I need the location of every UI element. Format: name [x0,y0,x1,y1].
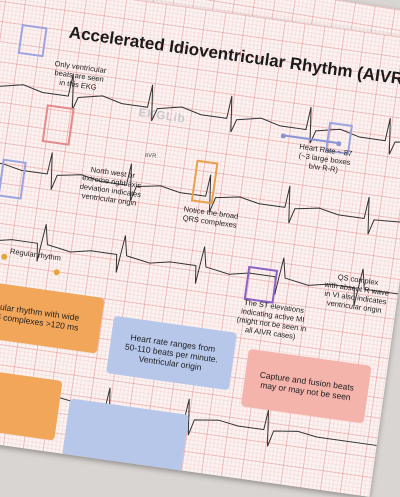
ecg-trace-row-2 [0,141,400,235]
box-regular-wide-qrs: Regular rhythm with wide QRS complexes >… [0,278,105,354]
ecg-trace-row-3 [0,213,399,307]
highlight-box-pink [41,104,75,146]
ecg-trace-row-1 [0,60,400,155]
highlight-box-blue [17,23,48,58]
